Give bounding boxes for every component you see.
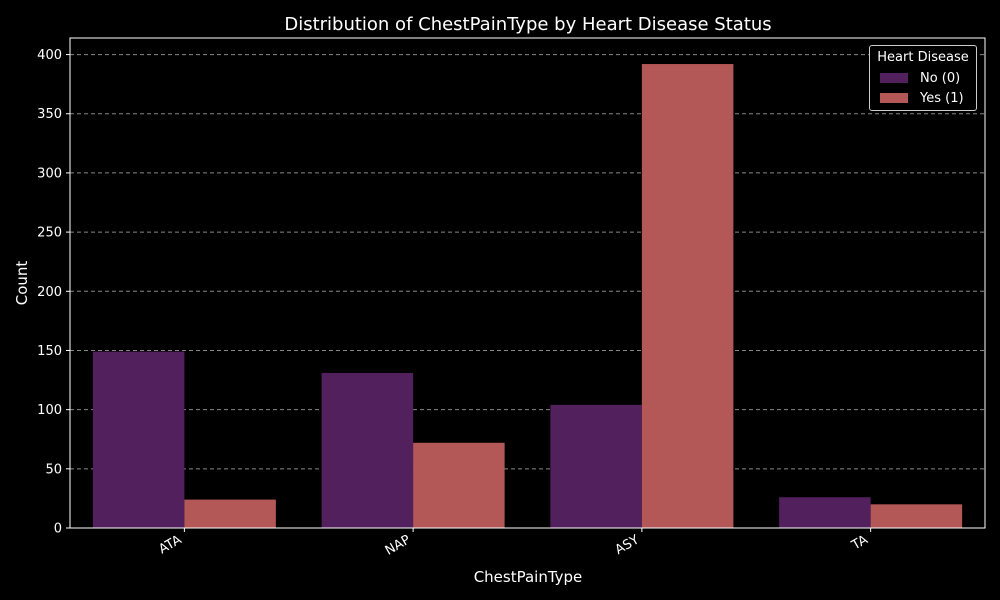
bar-nap-yes xyxy=(413,442,505,528)
bar-asy-yes xyxy=(641,64,734,529)
legend: Heart Disease No (0) Yes (1) xyxy=(869,45,977,111)
legend-title: Heart Disease xyxy=(877,50,969,65)
legend-label-yes: Yes (1) xyxy=(920,90,964,106)
bar-ata-yes xyxy=(184,499,276,528)
bar-ta-no xyxy=(779,497,871,528)
grid-lines xyxy=(70,54,985,470)
y-tick-label: 400 xyxy=(37,48,62,63)
y-axis-label: Count xyxy=(13,261,31,306)
legend-item-no: No (0) xyxy=(880,70,960,86)
y-tick-label: 300 xyxy=(37,166,62,181)
chart-title: Distribution of ChestPainType by Heart D… xyxy=(284,14,771,35)
bars xyxy=(92,64,963,529)
bar-ata-no xyxy=(92,351,185,528)
y-tick-label: 100 xyxy=(37,403,62,418)
legend-swatch-no xyxy=(880,73,908,83)
y-tick-label: 150 xyxy=(37,344,62,359)
y-tick-label: 350 xyxy=(37,107,62,122)
bar-asy-no xyxy=(550,404,642,528)
x-tick-label: TA xyxy=(849,532,871,553)
y-tick-label: 50 xyxy=(45,462,62,477)
x-axis-label: ChestPainType xyxy=(474,568,583,586)
y-ticks: 0 50 100 150 200 250 300 350 400 xyxy=(37,48,70,537)
bar-ta-yes xyxy=(870,504,963,528)
bar-nap-no xyxy=(321,372,414,528)
legend-item-yes: Yes (1) xyxy=(880,90,964,106)
y-tick-label: 250 xyxy=(37,226,62,241)
legend-label-no: No (0) xyxy=(920,70,961,86)
y-tick-label: 200 xyxy=(37,285,62,300)
y-tick-label: 0 xyxy=(54,522,62,537)
legend-swatch-yes xyxy=(880,93,908,103)
plot-frame xyxy=(69,37,986,529)
